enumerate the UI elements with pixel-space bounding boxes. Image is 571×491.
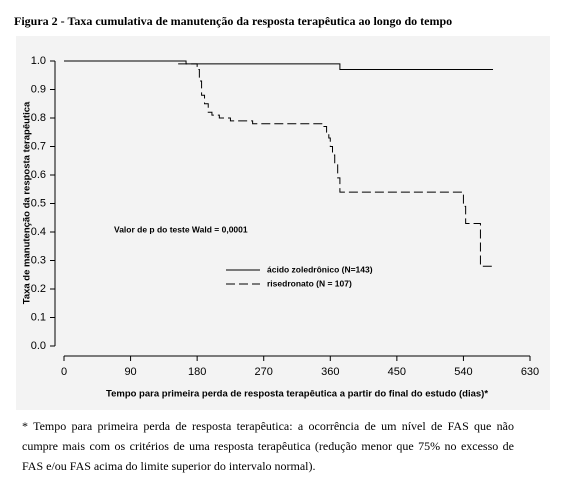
y-tick-label: 0.2 bbox=[31, 283, 46, 295]
x-tick-label: 450 bbox=[388, 366, 406, 378]
legend-label: ácido zoledrônico (N=143) bbox=[267, 264, 373, 274]
legend-label: risedronato (N = 107) bbox=[267, 278, 352, 288]
y-tick-label: 0.7 bbox=[31, 140, 46, 152]
x-tick-label: 180 bbox=[188, 366, 206, 378]
x-tick-label: 360 bbox=[321, 366, 339, 378]
y-tick-label: 1.0 bbox=[31, 55, 46, 67]
x-tick-label: 270 bbox=[255, 366, 273, 378]
chart-title: Figura 2 - Taxa cumulativa de manutenção… bbox=[14, 14, 452, 28]
y-tick-label: 0.8 bbox=[31, 112, 46, 124]
y-tick-label: 0.5 bbox=[31, 197, 46, 209]
step-line bbox=[64, 60, 494, 267]
x-tick-label: 90 bbox=[124, 366, 136, 378]
chart-background bbox=[16, 36, 550, 410]
annotation: Valor de p do teste Wald = 0,0001 bbox=[114, 224, 248, 234]
y-tick-label: 0.0 bbox=[31, 340, 46, 352]
x-tick-label: 540 bbox=[454, 366, 472, 378]
y-tick-label: 0.1 bbox=[31, 311, 46, 323]
step-line bbox=[64, 60, 494, 71]
y-tick-label: 0.4 bbox=[31, 226, 46, 238]
y-tick-label: 0.3 bbox=[31, 254, 46, 266]
x-tick-label: 630 bbox=[521, 366, 539, 378]
x-axis-title: Tempo para primeira perda de resposta te… bbox=[106, 389, 488, 400]
x-tick-label: 0 bbox=[61, 366, 67, 378]
y-axis-title: Taxa de manutenção da resposta terapêuti… bbox=[22, 101, 33, 304]
y-tick-label: 0.6 bbox=[31, 169, 46, 181]
footnote: * Tempo para primeira perda de resposta … bbox=[22, 419, 514, 473]
y-tick-label: 0.9 bbox=[31, 83, 46, 95]
chart: Figura 2 - Taxa cumulativa de manutenção… bbox=[14, 14, 550, 410]
